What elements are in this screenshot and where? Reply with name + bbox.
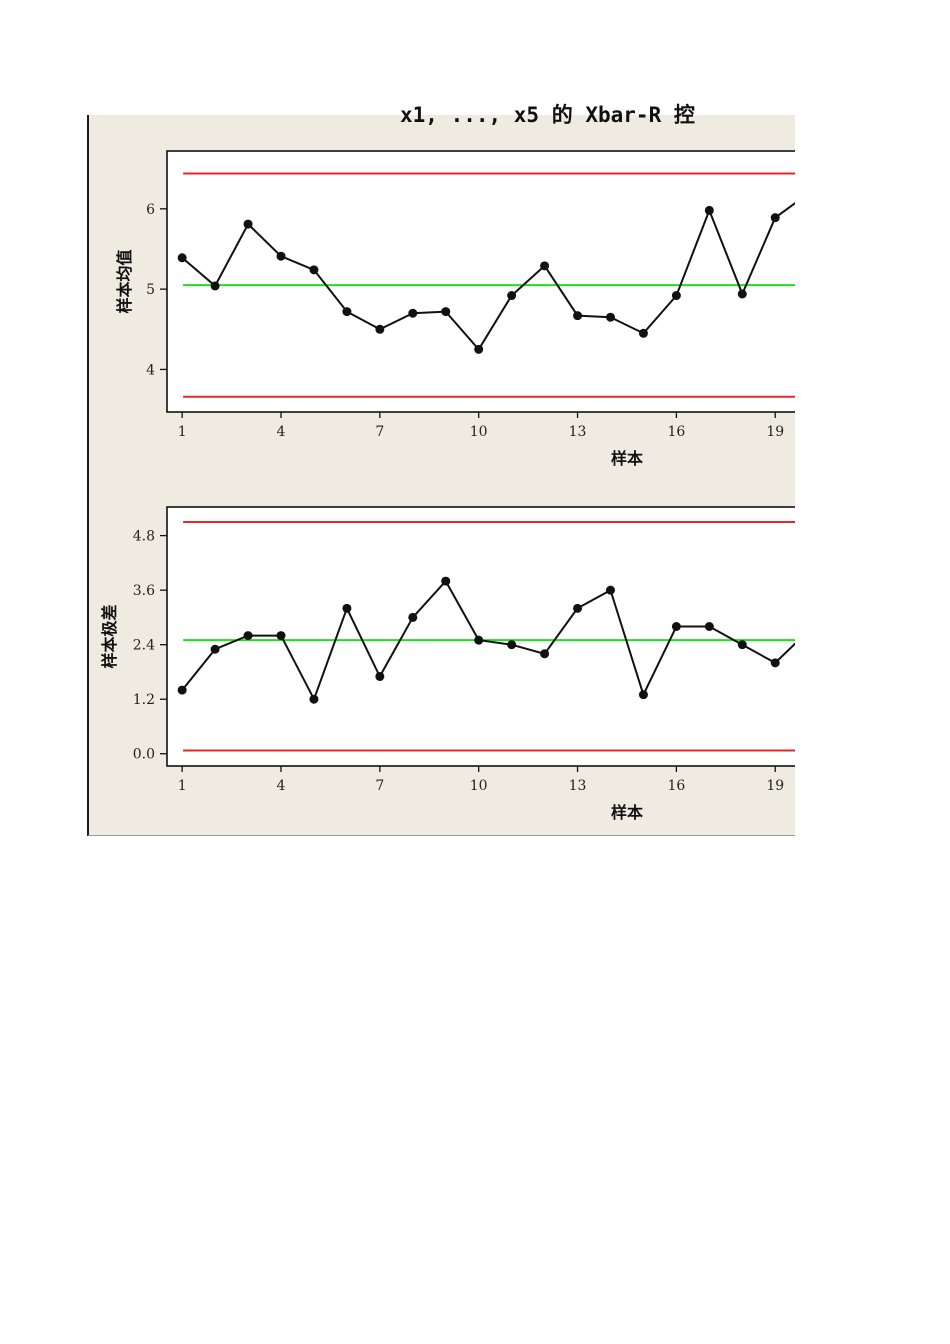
mean-data-point (704, 205, 714, 215)
mean-data-point (177, 253, 187, 263)
mean-data-point (804, 189, 813, 198)
range-data-point (704, 622, 714, 632)
mean-x-tick-label: 1 (178, 424, 187, 440)
range-data-point (737, 640, 747, 650)
chart-title: x1, ..., x5 的 Xbar-R 控 (400, 103, 695, 127)
mean-plot-area (166, 150, 795, 413)
mean-data-point (770, 213, 780, 223)
mean-data-point (507, 291, 517, 301)
range-x-axis-label: 样本 (611, 803, 643, 822)
range-data-point (804, 627, 813, 636)
mean-data-point (408, 308, 418, 318)
mean-x-tick-label: 13 (569, 424, 587, 440)
range-data-point (770, 658, 780, 668)
mean-data-point (737, 289, 747, 299)
mean-data-point (375, 324, 385, 334)
range-y-tick-label: 0.0 (133, 747, 155, 763)
mean-y-tick-label: 6 (146, 202, 155, 218)
range-data-point (210, 644, 220, 654)
mean-x-tick-label: 4 (277, 424, 286, 440)
mean-data-point (605, 312, 615, 322)
range-data-point (276, 631, 286, 641)
mean-data-point (474, 344, 484, 354)
mean-data-point (638, 328, 648, 338)
mean-x-tick-label: 16 (667, 424, 685, 440)
range-x-tick-label: 4 (277, 778, 286, 794)
mean-y-tick-label: 5 (146, 282, 155, 298)
range-data-point (540, 649, 550, 659)
mean-x-tick-label: 7 (375, 424, 384, 440)
range-data-point (474, 635, 484, 645)
mean-data-point (441, 307, 451, 317)
range-x-tick-label: 13 (569, 778, 587, 794)
range-y-tick-label: 3.6 (133, 583, 155, 599)
mean-y-axis-label: 样本均值 (115, 249, 134, 313)
mean-data-point (210, 281, 220, 291)
range-y-tick-label: 4.8 (133, 529, 155, 545)
mean-series-line (181, 202, 795, 352)
range-data-point (573, 603, 583, 613)
mean-x-axis-label: 样本 (611, 449, 643, 468)
mean-data-point (540, 261, 550, 271)
range-x-tick-label: 16 (667, 778, 685, 794)
range-data-point (309, 694, 319, 704)
mean-data-point (243, 219, 253, 229)
mean-data-point (573, 311, 583, 321)
range-data-point (342, 603, 352, 613)
range-data-point (507, 640, 517, 650)
range-y-tick-label: 2.4 (133, 638, 155, 654)
mean-x-tick-label: 19 (766, 424, 784, 440)
range-series-line (181, 579, 795, 702)
range-data-point (605, 585, 615, 595)
mean-chart: 4 5 6 1 4 7 10 13 16 19 样本 样本均值 (115, 150, 813, 468)
range-data-point (375, 671, 385, 681)
range-x-tick-label: 19 (766, 778, 784, 794)
range-data-point (671, 622, 681, 632)
range-y-axis-label: 样本极差 (100, 604, 119, 668)
mean-y-tick-label: 4 (146, 362, 155, 378)
range-data-point (408, 612, 418, 622)
mean-x-tick-label: 10 (470, 424, 488, 440)
mean-data-point (276, 251, 286, 261)
range-data-point (441, 576, 451, 586)
range-data-point (177, 685, 187, 695)
range-y-tick-label: 1.2 (133, 692, 155, 708)
mean-data-point (342, 307, 352, 317)
range-chart: 0.0 1.2 2.4 3.6 4.8 1 4 7 10 13 16 19 样本 样本极差 (100, 506, 813, 822)
range-data-point (243, 631, 253, 641)
range-x-tick-label: 10 (470, 778, 488, 794)
mean-data-point (309, 265, 319, 275)
range-x-tick-label: 7 (375, 778, 384, 794)
range-x-tick-label: 1 (178, 778, 187, 794)
mean-data-point (671, 291, 681, 301)
range-data-point (638, 690, 648, 700)
